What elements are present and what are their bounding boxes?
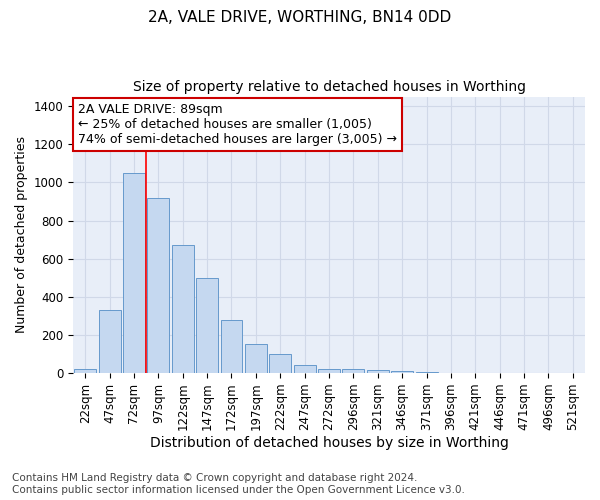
Bar [123, 173, 145, 373]
Bar [391, 371, 413, 373]
Bar [245, 344, 267, 373]
Bar [98, 310, 121, 373]
Bar [221, 320, 242, 373]
Bar [343, 370, 364, 373]
Text: Contains HM Land Registry data © Crown copyright and database right 2024.
Contai: Contains HM Land Registry data © Crown c… [12, 474, 465, 495]
Y-axis label: Number of detached properties: Number of detached properties [15, 136, 28, 334]
Bar [196, 278, 218, 373]
X-axis label: Distribution of detached houses by size in Worthing: Distribution of detached houses by size … [149, 436, 508, 450]
Title: Size of property relative to detached houses in Worthing: Size of property relative to detached ho… [133, 80, 526, 94]
Text: 2A VALE DRIVE: 89sqm
← 25% of detached houses are smaller (1,005)
74% of semi-de: 2A VALE DRIVE: 89sqm ← 25% of detached h… [78, 104, 397, 146]
Bar [269, 354, 291, 373]
Bar [416, 372, 437, 373]
Bar [318, 370, 340, 373]
Bar [148, 198, 169, 373]
Bar [367, 370, 389, 373]
Bar [74, 370, 96, 373]
Bar [172, 246, 194, 373]
Bar [293, 366, 316, 373]
Text: 2A, VALE DRIVE, WORTHING, BN14 0DD: 2A, VALE DRIVE, WORTHING, BN14 0DD [148, 10, 452, 25]
